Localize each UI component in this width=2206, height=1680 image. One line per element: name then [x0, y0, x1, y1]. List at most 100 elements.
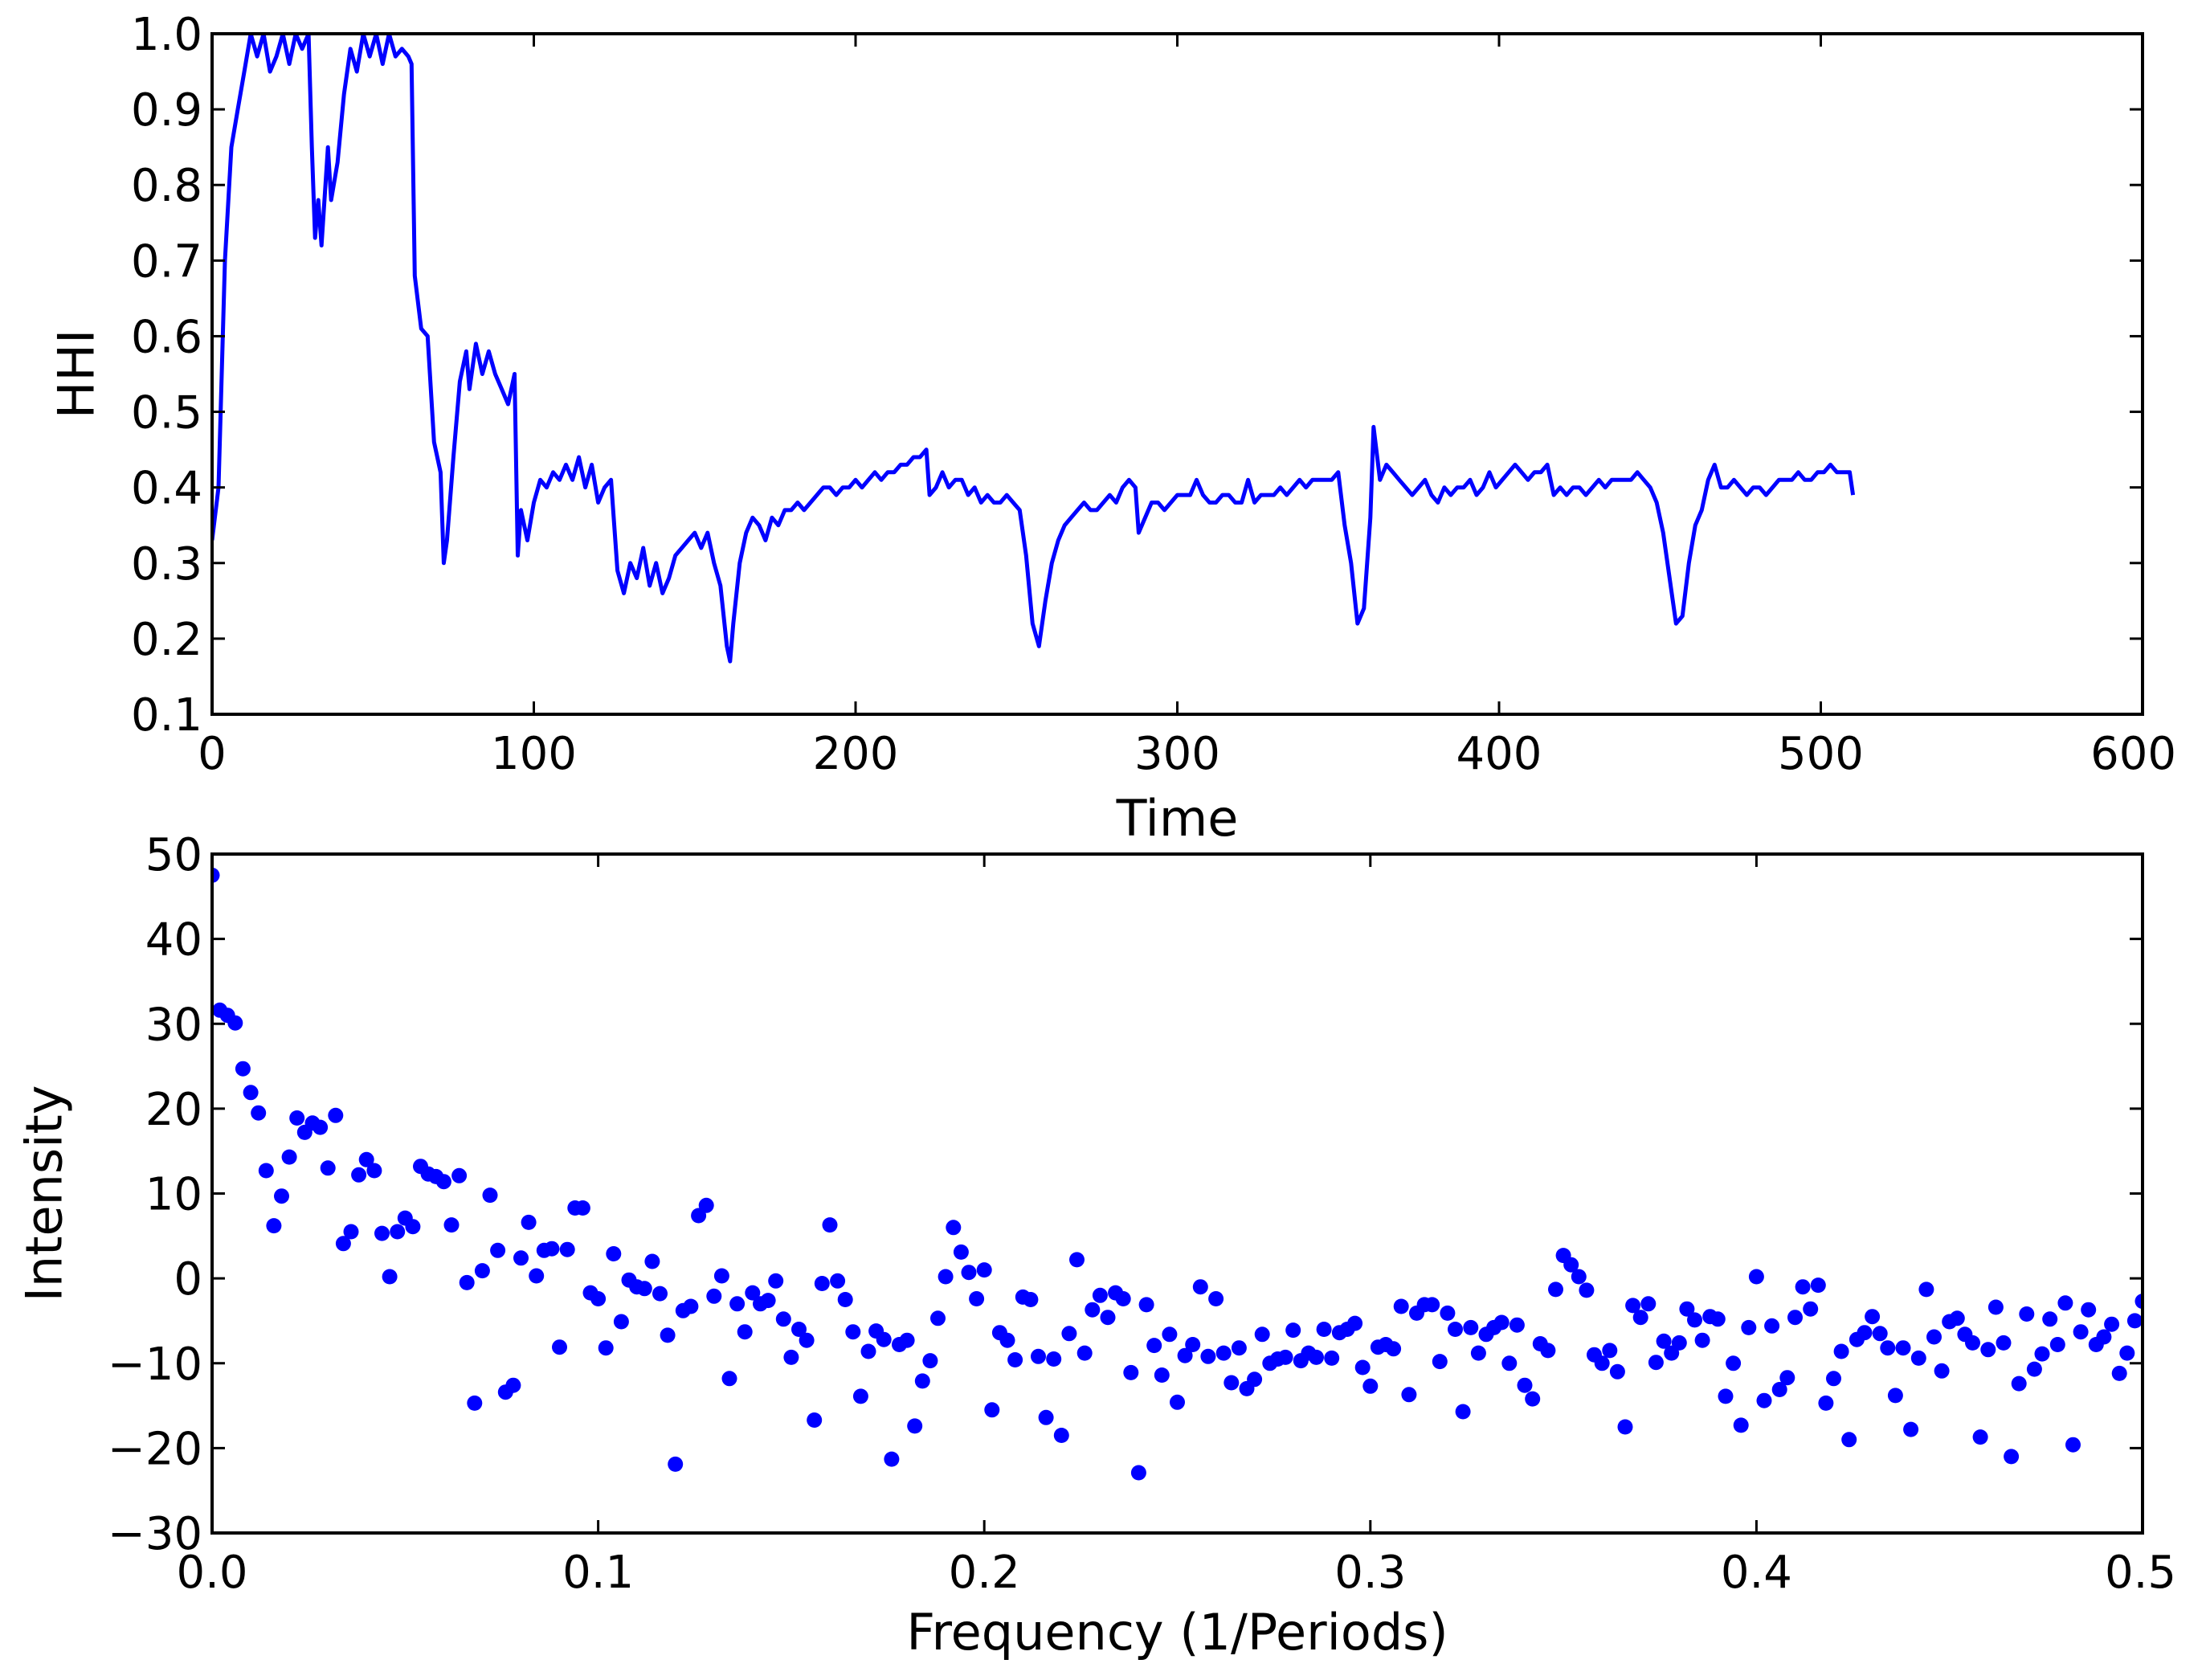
scatter-point	[1393, 1298, 1409, 1314]
scatter-point	[652, 1286, 668, 1302]
scatter-point	[1130, 1465, 1146, 1481]
x-tick-label: 0.2	[949, 1547, 1020, 1599]
scatter-point	[683, 1298, 699, 1314]
scatter-point	[1656, 1333, 1672, 1349]
x-tick-label: 500	[1778, 728, 1864, 780]
scatter-point	[721, 1371, 737, 1387]
scatter-point	[984, 1402, 1000, 1418]
scatter-point	[1100, 1310, 1116, 1326]
scatter-point	[212, 867, 220, 883]
scatter-point	[1609, 1363, 1625, 1380]
y-tick-label: 0.9	[131, 84, 202, 137]
y-tick-label: 1.0	[131, 9, 202, 61]
scatter-point	[1918, 1281, 1934, 1298]
scatter-point	[1324, 1350, 1340, 1366]
scatter-point	[1470, 1345, 1486, 1361]
y-tick-label: 0.7	[131, 235, 202, 288]
scatter-point	[559, 1241, 575, 1257]
scatter-point	[1857, 1325, 1873, 1341]
scatter-point	[1231, 1340, 1247, 1356]
scatter-point	[598, 1340, 614, 1356]
scatter-point	[946, 1220, 962, 1236]
intensity-x-axis-label: Frequency (1/Periods)	[906, 1603, 1448, 1662]
scatter-point	[1818, 1395, 1834, 1411]
scatter-point	[2034, 1346, 2050, 1362]
scatter-point	[1031, 1348, 1046, 1364]
scatter-point	[1146, 1338, 1162, 1354]
scatter-point	[1177, 1347, 1193, 1363]
scatter-point	[2111, 1365, 2127, 1381]
scatter-point	[1903, 1421, 1919, 1437]
scatter-point	[1726, 1355, 1742, 1371]
x-tick-label: 0.5	[2105, 1547, 2176, 1599]
scatter-point	[930, 1310, 946, 1326]
scatter-point	[490, 1242, 506, 1258]
scatter-point	[366, 1163, 382, 1179]
y-tick-label: 40	[145, 914, 202, 967]
scatter-point	[2065, 1437, 2081, 1453]
scatter-point	[459, 1274, 475, 1290]
scatter-point	[1949, 1310, 1965, 1326]
scatter-point	[320, 1160, 336, 1176]
scatter-point	[1671, 1335, 1687, 1351]
scatter-point	[227, 1015, 243, 1031]
scatter-point	[644, 1253, 660, 1269]
scatter-point	[1525, 1391, 1541, 1407]
scatter-point	[2019, 1306, 2035, 1322]
scatter-point	[2104, 1316, 2120, 1332]
scatter-point	[374, 1225, 390, 1241]
scatter-point	[1833, 1343, 1849, 1359]
scatter-point	[852, 1388, 868, 1404]
scatter-point	[390, 1224, 406, 1240]
scatter-point	[1463, 1319, 1479, 1335]
scatter-point	[1733, 1417, 1749, 1433]
scatter-point	[1895, 1340, 1911, 1356]
scatter-point	[1493, 1314, 1509, 1331]
scatter-point	[1748, 1269, 1764, 1285]
scatter-point	[1926, 1329, 1942, 1345]
scatter-point	[382, 1269, 398, 1285]
scatter-point	[1200, 1348, 1216, 1364]
scatter-point	[281, 1149, 297, 1165]
y-tick-label: 0.2	[131, 614, 202, 666]
scatter-point	[1115, 1291, 1131, 1306]
scatter-point	[358, 1151, 374, 1167]
scatter-point	[235, 1061, 251, 1077]
scatter-point	[1648, 1355, 1664, 1371]
scatter-point	[1192, 1279, 1208, 1295]
scatter-point	[1085, 1302, 1101, 1318]
scatter-point	[860, 1343, 876, 1359]
scatter-point	[2057, 1295, 2073, 1311]
scatter-point	[443, 1217, 460, 1233]
scatter-point	[636, 1281, 652, 1297]
scatter-point	[606, 1246, 622, 1261]
scatter-point	[1517, 1377, 1533, 1393]
scatter-point	[899, 1332, 915, 1348]
scatter-point	[1787, 1310, 1803, 1326]
scatter-point	[1316, 1322, 1332, 1337]
scatter-point	[1309, 1349, 1324, 1365]
scatter-point	[482, 1187, 498, 1204]
scatter-point	[274, 1188, 289, 1204]
scatter-point	[1718, 1388, 1734, 1404]
scatter-point	[814, 1276, 830, 1291]
x-tick-label: 100	[491, 728, 577, 780]
scatter-point	[1795, 1279, 1811, 1295]
scatter-point	[1679, 1301, 1695, 1317]
scatter-point	[876, 1331, 892, 1347]
scatter-point	[706, 1288, 722, 1304]
scatter-point	[1540, 1343, 1556, 1359]
scatter-point	[737, 1324, 753, 1340]
scatter-point	[1046, 1351, 1062, 1367]
x-tick-label: 600	[2090, 728, 2176, 780]
scatter-point	[451, 1167, 468, 1183]
scatter-point	[1771, 1382, 1787, 1397]
scatter-point	[1069, 1252, 1085, 1268]
scatter-point	[1092, 1287, 1108, 1303]
scatter-point	[1880, 1340, 1896, 1356]
scatter-point	[1254, 1326, 1270, 1343]
x-tick-label: 0	[198, 728, 227, 780]
scatter-point	[1694, 1332, 1710, 1348]
x-tick-label: 200	[813, 728, 899, 780]
scatter-point	[999, 1332, 1015, 1348]
